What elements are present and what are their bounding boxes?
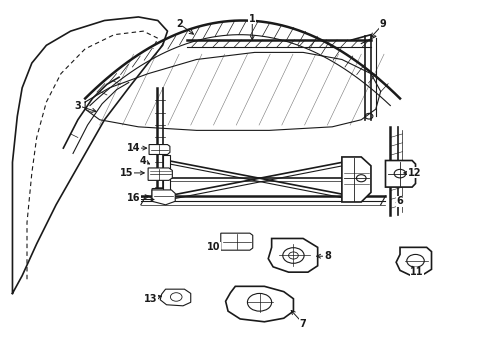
Text: 7: 7 [300,319,307,329]
Text: 5: 5 [130,194,137,204]
Polygon shape [152,190,175,205]
Text: 13: 13 [144,294,157,304]
FancyBboxPatch shape [152,189,168,196]
Polygon shape [225,286,294,322]
Polygon shape [342,157,371,202]
Text: 9: 9 [380,19,387,29]
Polygon shape [163,155,170,201]
Text: 14: 14 [127,143,140,153]
Text: 1: 1 [249,14,256,24]
Polygon shape [149,145,170,154]
Text: 2: 2 [176,19,183,29]
Text: 16: 16 [127,193,140,203]
Polygon shape [386,161,416,187]
Polygon shape [160,289,191,306]
Text: 4: 4 [140,156,147,166]
Text: 12: 12 [408,168,421,178]
Text: 11: 11 [410,267,424,277]
Text: 6: 6 [396,196,403,206]
Polygon shape [396,247,432,275]
Polygon shape [221,233,253,250]
Polygon shape [268,238,318,272]
Text: 3: 3 [74,100,81,111]
Polygon shape [148,168,172,180]
Text: 8: 8 [324,251,331,261]
Text: 10: 10 [207,242,220,252]
Text: 15: 15 [120,168,133,178]
